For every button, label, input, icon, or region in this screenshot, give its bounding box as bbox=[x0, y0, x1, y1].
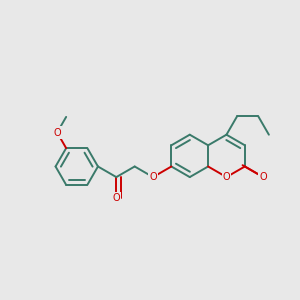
Text: O: O bbox=[112, 193, 120, 203]
Text: O: O bbox=[53, 128, 61, 137]
Text: O: O bbox=[149, 172, 157, 182]
Text: O: O bbox=[260, 172, 267, 182]
Text: O: O bbox=[223, 172, 230, 182]
